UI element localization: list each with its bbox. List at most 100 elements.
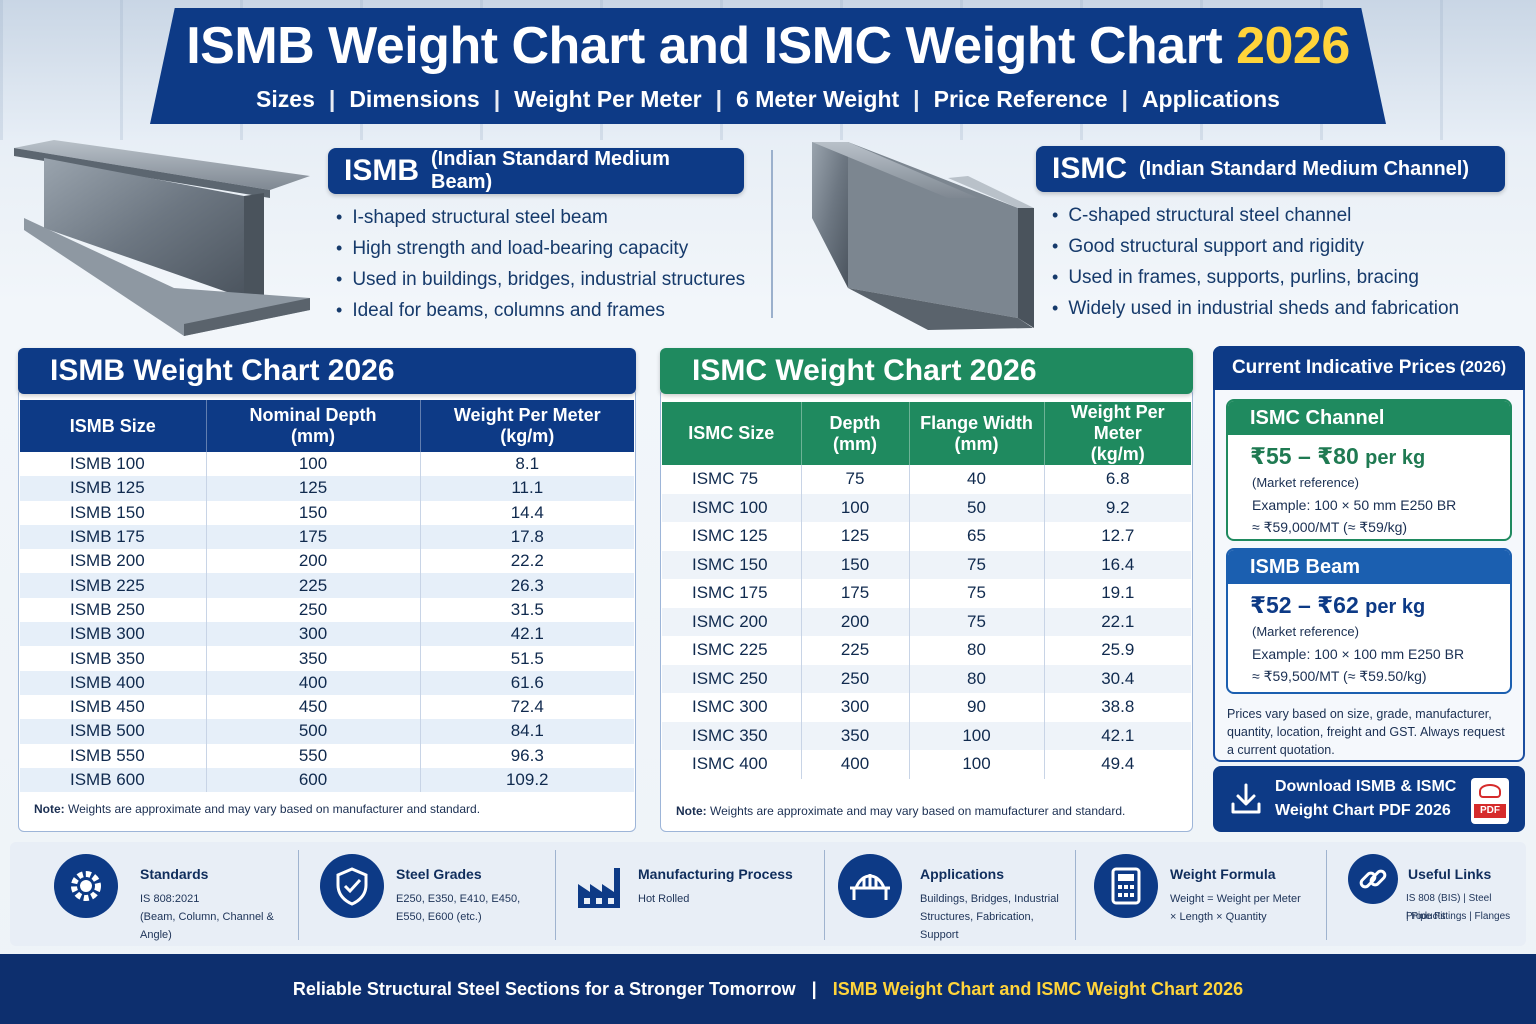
ismb-table-body: ISMB 100 100 8.1 ISMB 125 125 11.1 ISMB 150 150… — [20, 452, 634, 793]
table-row: ISMB 100 100 8.1 — [20, 452, 634, 477]
info-text-line[interactable]: | Pipe Fittings | Flanges — [1406, 911, 1511, 922]
price-unit: per kg — [1365, 596, 1426, 618]
table-cell: ISMB 400 — [20, 670, 207, 695]
note-label: Note: — [676, 804, 707, 818]
download-icon — [1231, 783, 1261, 814]
info-manufacturing: Manufacturing Process Hot Rolled — [574, 852, 814, 936]
table-cell: 42.1 — [1101, 725, 1135, 745]
table-cell: 30.4 — [1101, 668, 1135, 688]
table-cell: 175 — [206, 524, 421, 550]
table-cell: 9.2 — [1105, 497, 1130, 517]
info-useful-links[interactable]: Useful Links IS 808 (BIS) | Steel Produc… — [1348, 852, 1524, 936]
info-text-line: Weight = Weight per Meter — [1170, 893, 1301, 905]
ismb-features-list: I-shaped structural steel beam High stre… — [336, 202, 745, 326]
price-example-conversion: ≈ ₹59,000/MT (≈ ₹59/kg) — [1252, 519, 1408, 535]
table-row: ISMB 400 400 61.6 — [20, 670, 634, 695]
table-cell: 250 — [801, 664, 910, 693]
table-cell: 200 — [206, 549, 421, 574]
footer-separator: | — [811, 978, 817, 999]
column-header-line: (mm) — [954, 433, 999, 454]
table-row: ISMC 225 225 80 25.9 — [662, 636, 1191, 665]
prices-title-year: (2026) — [1459, 359, 1507, 376]
table-row: ISMC 400 400 100 49.4 — [662, 750, 1191, 779]
subtitle-item: Weight Per Meter — [514, 86, 702, 112]
ismb-weight-table: ISMB Size Nominal Depth (mm) Weight Per … — [20, 400, 634, 793]
table-row: ISMC 100 100 50 9.2 — [662, 493, 1191, 522]
table-cell: 96.3 — [510, 745, 544, 765]
intro-divider — [771, 150, 773, 318]
subtitle-item: Dimensions — [349, 86, 480, 112]
column-header: Flange Width (mm) — [909, 402, 1045, 465]
subtitle-separator: | — [493, 86, 501, 112]
table-cell: 250 — [206, 597, 421, 623]
price-range-value: ₹55 – ₹80 — [1250, 443, 1359, 469]
ismc-full-name: (Indian Standard Medium Channel) — [1139, 157, 1470, 180]
column-header-line: (kg/m) — [500, 426, 555, 446]
table-cell: 8.1 — [515, 454, 540, 474]
table-cell: 450 — [206, 694, 421, 720]
footer-tagline: Reliable Structural Steel Sections for a… — [292, 978, 796, 999]
table-header-row: ISMB Size Nominal Depth (mm) Weight Per … — [20, 400, 634, 452]
table-cell: 51.5 — [510, 648, 544, 668]
table-cell: ISMB 200 — [20, 549, 207, 574]
footer-highlight: ISMB Weight Chart and ISMC Weight Chart … — [832, 978, 1244, 999]
table-row: ISMC 350 350 100 42.1 — [662, 721, 1191, 750]
table-cell: 350 — [206, 646, 421, 671]
table-cell: ISMB 250 — [20, 597, 207, 623]
ismb-price-label: ISMB Beam — [1228, 550, 1510, 584]
column-header-line: Flange Width — [920, 412, 1033, 433]
table-cell: 400 — [206, 670, 421, 695]
table-cell: ISMC 350 — [662, 721, 802, 750]
table-cell: 19.1 — [1101, 583, 1135, 603]
download-pdf-button[interactable]: Download ISMB & ISMC Weight Chart PDF 20… — [1213, 766, 1525, 832]
page-title-main: ISMB Weight Chart and ISMC Weight Chart — [186, 17, 1223, 75]
table-cell: 50 — [909, 493, 1045, 522]
table-row: ISMB 175 175 17.8 — [20, 524, 634, 550]
table-cell: 100 — [206, 452, 421, 477]
table-cell: 125 — [206, 476, 421, 501]
ismb-table-title: ISMB Weight Chart 2026 — [18, 348, 636, 394]
table-row: ISMC 200 200 75 22.1 — [662, 607, 1191, 636]
table-cell: ISMC 150 — [662, 550, 802, 579]
ismc-features-list: C-shaped structural steel channel Good s… — [1052, 200, 1459, 324]
table-cell: 150 — [801, 550, 910, 579]
info-text-line[interactable]: IS 808 (BIS) | Steel Products — [1406, 893, 1492, 922]
column-header-line: (mm) — [833, 433, 877, 454]
table-cell: 25.9 — [1101, 640, 1135, 660]
table-cell: 12.7 — [1101, 526, 1135, 546]
ismc-price-card: ISMC Channel ₹55 – ₹80 per kg (Market re… — [1226, 399, 1512, 541]
link-icon — [1348, 854, 1398, 904]
table-cell: 125 — [801, 522, 910, 551]
price-example: Example: 100 × 100 mm E250 BR — [1252, 646, 1465, 662]
subtitle-item: Sizes — [256, 86, 315, 112]
table-cell: 100 — [801, 493, 910, 522]
table-row: ISMC 75 75 40 6.8 — [662, 465, 1191, 494]
info-title: Weight Formula — [1170, 866, 1276, 882]
list-item: Widely used in industrial sheds and fabr… — [1052, 293, 1459, 324]
table-row: ISMC 150 150 75 16.4 — [662, 550, 1191, 579]
table-cell: 31.5 — [510, 599, 544, 619]
info-divider — [1326, 850, 1327, 940]
factory-icon — [578, 868, 620, 908]
table-cell: 90 — [909, 693, 1045, 722]
pdf-label: PDF — [1474, 804, 1506, 818]
info-title: Steel Grades — [396, 866, 482, 882]
table-row: ISMC 125 125 65 12.7 — [662, 522, 1191, 551]
table-cell: ISMC 400 — [662, 750, 802, 779]
table-cell: 6.8 — [1105, 469, 1130, 489]
table-cell: ISMB 175 — [20, 524, 207, 550]
table-cell: 550 — [206, 743, 421, 768]
table-cell: 225 — [801, 636, 910, 665]
table-cell: ISMC 300 — [662, 693, 802, 722]
table-cell: ISMC 200 — [662, 607, 802, 636]
table-cell: 65 — [909, 522, 1045, 551]
price-disclaimer: Prices vary based on size, grade, manufa… — [1227, 707, 1505, 757]
list-item: Ideal for beams, columns and frames — [336, 295, 745, 326]
table-cell: 40 — [909, 465, 1045, 494]
table-row: ISMB 225 225 26.3 — [20, 573, 634, 598]
table-cell: 75 — [909, 550, 1045, 579]
table-cell: 400 — [801, 750, 910, 779]
table-row: ISMB 450 450 72.4 — [20, 694, 634, 720]
table-header-row: ISMC Size Depth (mm) Flange Width (mm) W… — [662, 402, 1191, 465]
info-text-line: × Length × Quantity — [1170, 911, 1267, 923]
